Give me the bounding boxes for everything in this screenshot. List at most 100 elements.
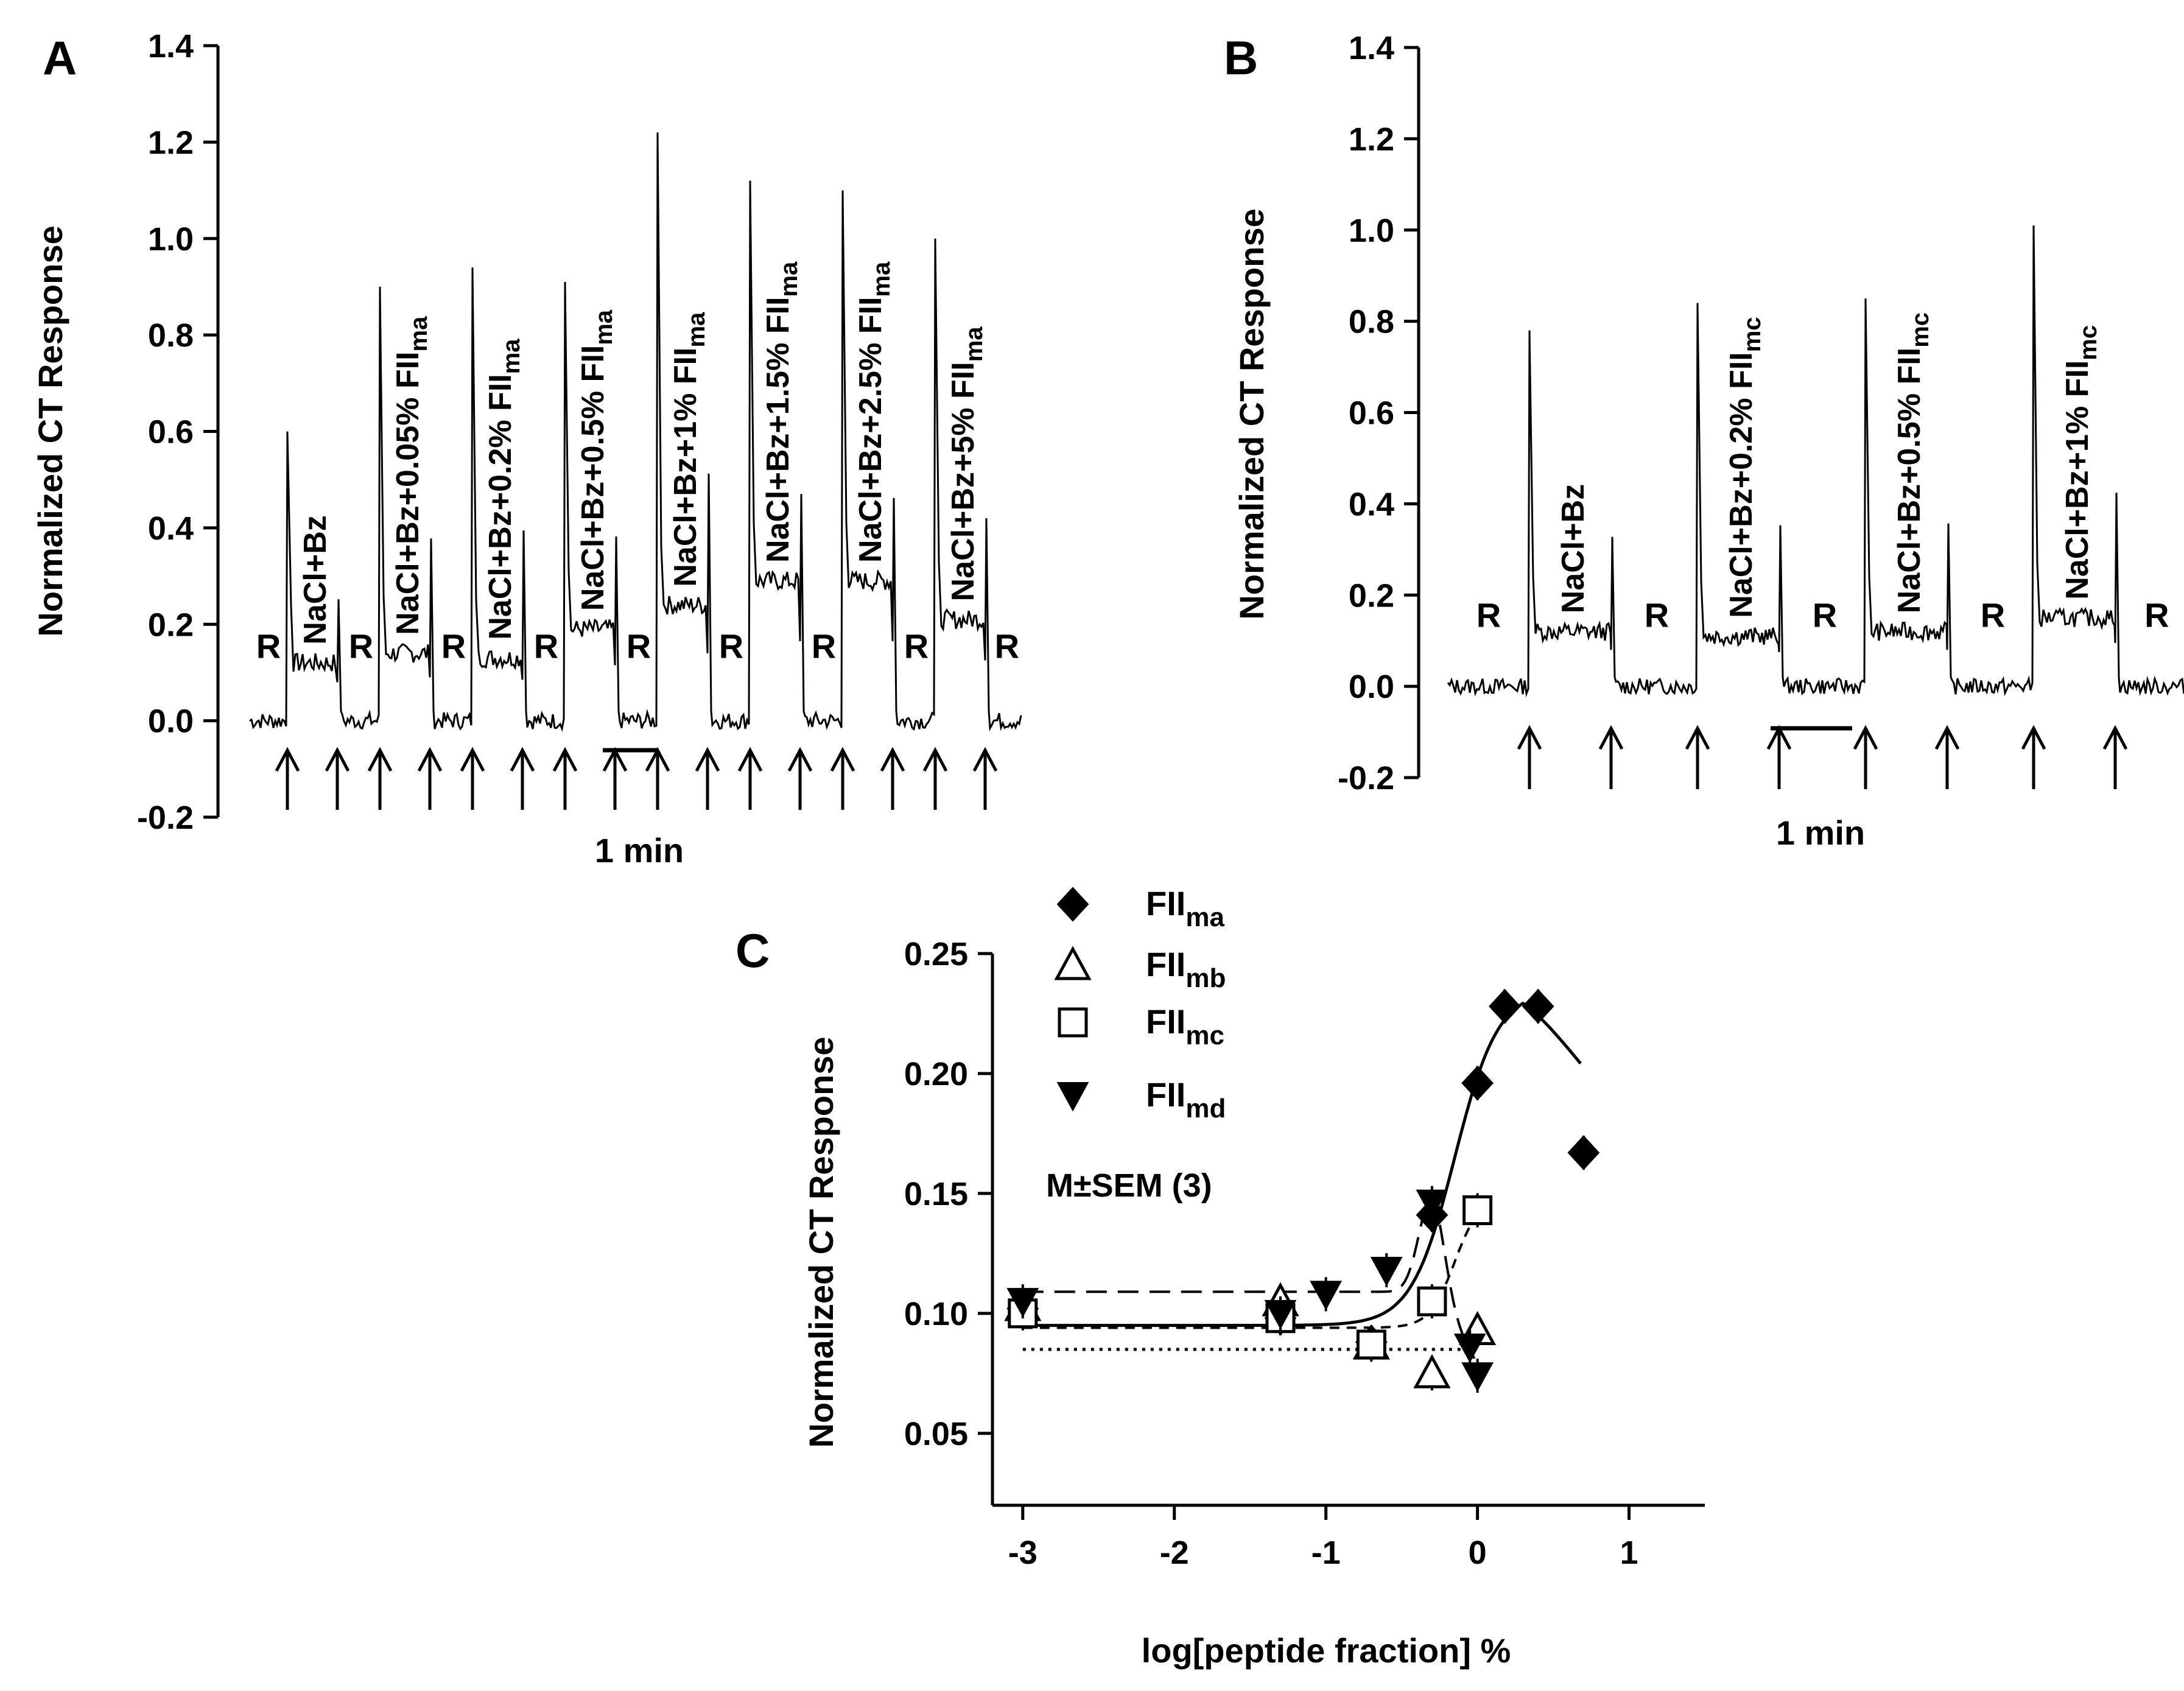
stimulus-label: NaCl+Bz+1% FIIma (668, 312, 710, 587)
data-point-mc (1356, 1329, 1386, 1360)
stimulus-label-subscript: ma (776, 261, 802, 297)
panel-a-letter: A (43, 31, 77, 85)
data-point-md (1453, 1334, 1486, 1363)
y-tick-label: 0.6 (148, 414, 194, 451)
rinse-label: R (995, 627, 1019, 666)
legend-label-name: FII (1146, 1075, 1185, 1114)
stimulus-label: NaCl+Bz+0.05% FIIma (390, 316, 432, 635)
data-point-ma (1567, 1135, 1600, 1170)
legend-label: FIImc (1146, 1002, 1224, 1050)
rinse-label: R (719, 627, 743, 666)
y-tick-label: -0.2 (1338, 760, 1394, 796)
stimulus-arrowhead (2102, 725, 2128, 750)
rinse-label: R (2144, 596, 2169, 635)
rinse-label: R (349, 627, 373, 666)
y-tick-label: 0.05 (904, 1416, 968, 1452)
data-point-md (1310, 1281, 1343, 1310)
panel-c-letter: C (736, 924, 770, 977)
y-tick-label: 0.8 (148, 317, 194, 354)
y-tick-label: 0.15 (904, 1176, 968, 1212)
rinse-label: R (1813, 596, 1837, 635)
panel-a: A -0.2 0.0 0.2 0.4 0.6 0.8 1.0 1.2 1.4 Normalize… (31, 28, 1022, 870)
stimulus-arrowhead (972, 747, 998, 772)
panel-c: C 0.05 0.10 0.15 0.20 0.25 -3 -2 -1 0 1 Normalize… (736, 884, 1705, 1670)
x-tick-label: -1 (1311, 1535, 1341, 1571)
stimulus-arrowhead (1517, 725, 1542, 750)
stimulus-label-text: NaCl+Bz+1% FII (2060, 360, 2095, 600)
stimulus-arrowhead (2021, 725, 2046, 750)
panel-a-y-label: Normalized CT Response (31, 225, 69, 636)
y-tick-label: 0.0 (148, 703, 194, 740)
legend-label-subscript: mb (1185, 963, 1226, 993)
rinse-label: R (441, 627, 466, 666)
rinse-label: R (812, 627, 836, 666)
panel-c-data-points (1004, 989, 1600, 1393)
stimulus-arrowhead (552, 747, 578, 772)
x-tick-label: -3 (1008, 1535, 1038, 1571)
y-tick-label: 1.0 (1349, 213, 1394, 249)
data-point-ma (1522, 989, 1554, 1024)
stimulus-arrowhead (830, 747, 855, 772)
panel-c-fit-curves (1022, 1001, 1582, 1360)
rinse-label: R (627, 627, 651, 666)
legend-label-name: FII (1146, 884, 1185, 923)
stimulus-label: NaCl+Bz+1.5% FIIma (760, 261, 802, 563)
stimulus-label-text: NaCl+Bz (298, 515, 333, 644)
response-trace (1447, 225, 2184, 698)
panel-c-x-label: log[peptide fraction] % (1142, 1631, 1511, 1670)
legend-marker-mb (1054, 946, 1092, 980)
fit-curve-ma (1022, 1001, 1582, 1327)
legend-marker-mc (1058, 1007, 1088, 1038)
stimulus-label-subscript: mc (1739, 317, 1766, 352)
y-tick-label: 0.2 (1349, 577, 1394, 614)
y-tick-label: 0.2 (148, 606, 194, 643)
panel-b-scale-bar-label: 1 min (1776, 814, 1865, 852)
rinse-label: R (534, 627, 558, 666)
y-tick-label: 0.0 (1349, 669, 1394, 705)
stimulus-arrowhead (922, 747, 948, 772)
stimulus-label: NaCl+Bz (298, 515, 333, 644)
stimulus-label-text: NaCl+Bz+0.2% FII (1724, 352, 1759, 617)
data-point-mc (1417, 1286, 1447, 1317)
stimulus-arrowhead (1685, 725, 1710, 750)
panel-a-trace-group (249, 132, 1022, 733)
legend-label-subscript: md (1185, 1094, 1226, 1123)
stimulus-arrowhead (325, 747, 350, 772)
stimulus-label-text: NaCl+Bz (1556, 484, 1591, 613)
data-point-ma (1461, 1066, 1494, 1101)
stimulus-label-text: NaCl+Bz+2.5% FII (853, 297, 888, 563)
legend-marker-md (1056, 1082, 1089, 1112)
stimulus-arrowhead (787, 747, 813, 772)
panel-b-y-axis: -0.2 0.0 0.2 0.4 0.6 0.8 1.0 1.2 1.4 (1338, 30, 1420, 796)
y-tick-label: 1.2 (1349, 121, 1394, 158)
stimulus-label-subscript: mc (2075, 325, 2102, 360)
stimulus-label: NaCl+Bz+5% FIIma (946, 326, 988, 602)
y-tick-label: 0.8 (1349, 304, 1394, 340)
stimulus-arrowhead (1598, 725, 1624, 750)
stimulus-label: NaCl+Bz+0.5% FIImc (1892, 312, 1934, 613)
stimulus-label-subscript: mc (1907, 312, 1934, 348)
rinse-label: R (1476, 596, 1501, 635)
y-tick-label: 1.2 (148, 124, 194, 161)
stimulus-label: NaCl+Bz (1556, 484, 1591, 613)
panel-b-arrows (1517, 725, 2128, 789)
panel-b-trace-group (1447, 225, 2184, 698)
stimulus-label-text: NaCl+Bz+0.05% FII (390, 351, 426, 635)
stimulus-label-subscript: ma (591, 309, 617, 345)
panel-a-scale-bar-label: 1 min (595, 831, 684, 870)
y-tick-label: 0.4 (148, 510, 194, 547)
stimulus-label-text: NaCl+Bz+0.2% FII (483, 374, 518, 639)
legend-label: FIImb (1146, 945, 1226, 993)
legend-label-name: FII (1146, 945, 1185, 983)
y-tick-label: 1.0 (148, 221, 194, 258)
panel-a-y-axis: -0.2 0.0 0.2 0.4 0.6 0.8 1.0 1.2 1.4 (137, 28, 220, 836)
stimulus-arrowhead (275, 747, 300, 772)
stimulus-label: NaCl+Bz+0.2% FIIma (483, 339, 525, 640)
legend-label-subscript: ma (1185, 902, 1224, 932)
stimulus-arrowhead (460, 747, 485, 772)
legend-label-name: FII (1146, 1002, 1185, 1041)
y-tick-label: 0.20 (904, 1056, 968, 1092)
data-point-md (1370, 1256, 1403, 1287)
data-point-mc (1462, 1195, 1493, 1225)
